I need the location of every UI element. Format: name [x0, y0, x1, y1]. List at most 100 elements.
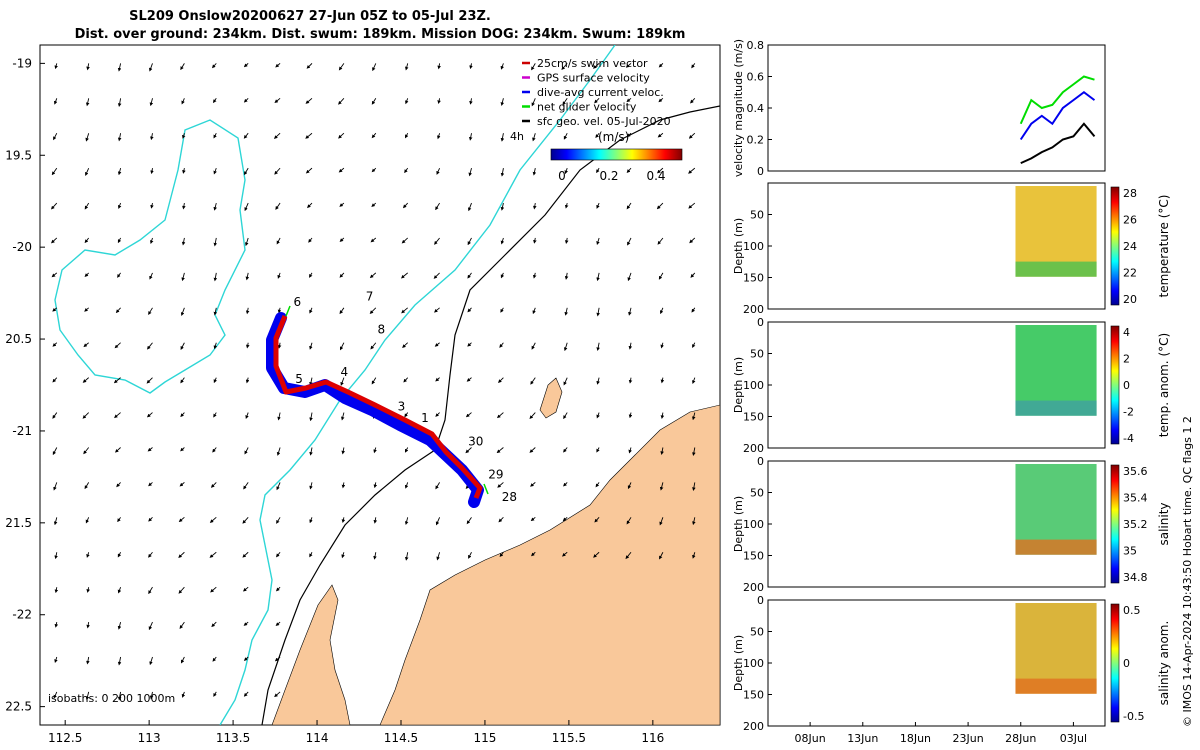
- panel-ytick-label: 50: [750, 487, 764, 500]
- current-arrow: [564, 202, 569, 209]
- current-arrow: [373, 552, 377, 560]
- current-arrow: [369, 272, 377, 279]
- speed-colorbar: [550, 148, 683, 161]
- current-arrow: [469, 63, 473, 70]
- current-arrow: [692, 447, 696, 457]
- current-arrow: [467, 272, 472, 279]
- current-arrow: [369, 307, 377, 314]
- panel-ylabel: Depth (m): [732, 496, 745, 552]
- current-arrow: [563, 447, 568, 453]
- current-arrow: [562, 516, 568, 522]
- current-arrow: [530, 516, 536, 522]
- current-arrow: [561, 551, 568, 557]
- current-arrow: [434, 237, 440, 245]
- scale-label: 4h: [510, 130, 524, 143]
- panel-ytick-label: 0: [757, 455, 764, 468]
- velocity-line: [1019, 75, 1095, 125]
- current-arrow: [500, 133, 505, 142]
- current-arrow: [338, 132, 345, 139]
- panel-colorbar-tick: 24: [1123, 240, 1137, 253]
- current-arrow: [627, 272, 632, 282]
- colorbar-title: (m/s): [598, 130, 629, 144]
- current-arrow: [466, 517, 472, 525]
- current-arrow: [243, 97, 249, 103]
- current-arrow: [497, 482, 504, 488]
- section-data-deep: [1015, 400, 1097, 416]
- current-arrow: [277, 272, 281, 279]
- current-arrow: [85, 98, 90, 107]
- current-arrow: [53, 98, 58, 105]
- panel-ytick-label: 0: [757, 165, 764, 178]
- current-arrow: [404, 412, 409, 418]
- panel-colorbar-tick: 0.5: [1123, 604, 1141, 617]
- isobath-1000m-loop: [54, 119, 246, 394]
- current-arrow: [691, 307, 696, 313]
- current-arrow: [688, 167, 696, 174]
- current-arrow: [692, 482, 696, 491]
- panel-colorbar: [1110, 186, 1120, 306]
- current-arrow: [212, 98, 217, 104]
- current-arrow: [213, 342, 218, 350]
- current-arrow: [531, 63, 536, 71]
- section-data-deep: [1015, 261, 1097, 277]
- current-arrow: [274, 167, 281, 175]
- current-arrow: [213, 237, 218, 247]
- current-arrow: [243, 167, 249, 176]
- current-arrow: [275, 551, 281, 558]
- panel-ytick-label: 0.6: [747, 71, 765, 84]
- current-arrow: [498, 517, 504, 523]
- current-arrow: [181, 237, 186, 246]
- current-arrow: [117, 272, 121, 278]
- current-arrow: [117, 587, 122, 594]
- current-arrow: [692, 552, 696, 559]
- current-arrow: [83, 342, 89, 348]
- current-arrow: [596, 167, 600, 174]
- current-arrow: [658, 272, 664, 280]
- current-arrow: [53, 691, 58, 699]
- current-arrow: [596, 272, 600, 282]
- panel-colorbar-label: salinity anom.: [1157, 621, 1171, 706]
- current-arrow: [179, 621, 185, 629]
- panel-ylabel: Depth (m): [732, 635, 745, 691]
- current-arrow: [596, 447, 600, 453]
- current-arrow: [277, 412, 281, 421]
- current-arrow: [180, 307, 185, 317]
- current-arrow: [243, 691, 249, 697]
- current-arrow: [82, 412, 90, 419]
- current-arrow: [660, 447, 664, 455]
- colorbar-tick-label: 0.4: [646, 169, 665, 183]
- land-island: [539, 377, 563, 419]
- current-arrow: [243, 63, 249, 68]
- current-arrow: [275, 63, 281, 68]
- time-tick-label: 13Jun: [847, 732, 878, 745]
- current-arrow: [148, 551, 153, 558]
- current-arrow: [84, 202, 90, 210]
- current-arrow: [309, 552, 313, 558]
- legend-entry: net glider velocity: [537, 101, 637, 114]
- current-arrow: [275, 586, 281, 592]
- current-arrow: [435, 377, 440, 382]
- current-arrow: [277, 342, 282, 349]
- current-arrow: [178, 586, 185, 594]
- current-arrow: [468, 552, 472, 559]
- current-arrow: [341, 482, 346, 489]
- panel-ytick-label: 200: [743, 442, 764, 455]
- current-arrow: [54, 656, 58, 664]
- side-note: © IMOS 14-Apr-2024 10:43:50 Hobart time.…: [1181, 416, 1194, 727]
- current-arrow: [276, 482, 281, 491]
- legend-entry: dive-avg current veloc.: [537, 86, 664, 99]
- panel-ytick-label: 150: [743, 411, 764, 424]
- day-label: 3: [398, 400, 406, 414]
- current-arrow: [244, 447, 249, 455]
- current-arrow: [529, 412, 536, 420]
- current-arrow: [437, 63, 441, 70]
- current-arrow: [595, 132, 600, 139]
- current-arrow: [563, 133, 568, 140]
- current-arrow: [244, 202, 249, 212]
- current-arrow: [117, 552, 122, 558]
- current-arrow: [436, 552, 441, 561]
- current-arrow: [563, 412, 568, 420]
- current-arrow: [117, 237, 122, 244]
